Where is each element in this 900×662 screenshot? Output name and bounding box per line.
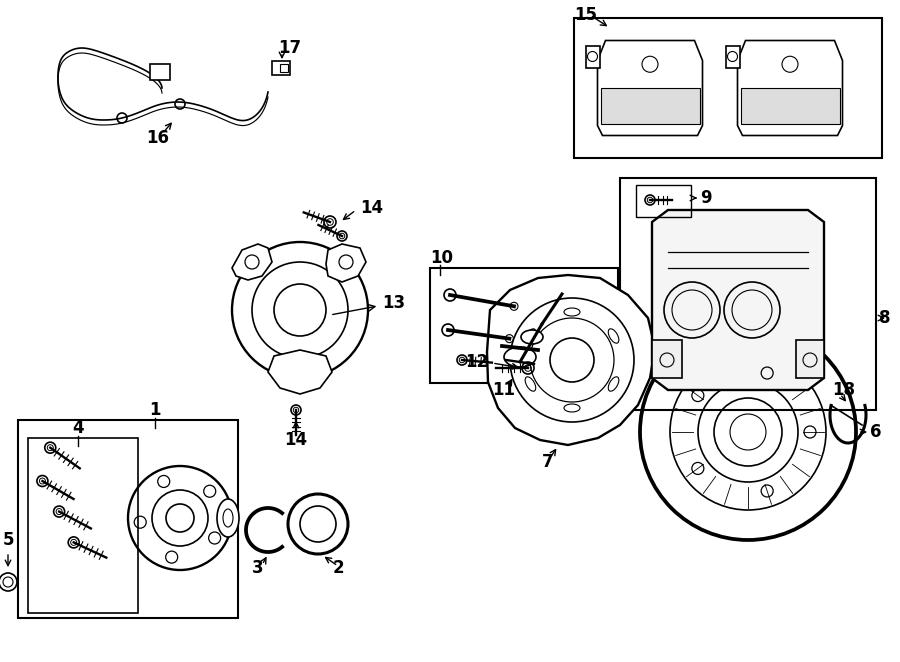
Text: 17: 17 — [278, 39, 302, 57]
Bar — [18, 420, 238, 618]
Text: 14: 14 — [284, 431, 308, 449]
Polygon shape — [741, 88, 840, 124]
Text: 6: 6 — [870, 423, 881, 441]
Polygon shape — [652, 210, 824, 390]
Polygon shape — [326, 244, 366, 282]
Ellipse shape — [608, 377, 619, 391]
Text: 12: 12 — [465, 353, 488, 371]
Bar — [280, 64, 288, 72]
Bar — [150, 64, 170, 80]
Polygon shape — [268, 350, 332, 394]
Ellipse shape — [525, 377, 535, 391]
Text: 13: 13 — [333, 294, 405, 314]
Bar — [28, 438, 138, 613]
Ellipse shape — [217, 499, 239, 537]
Bar — [796, 340, 824, 378]
Polygon shape — [600, 88, 699, 124]
Text: 10: 10 — [430, 249, 453, 267]
Bar — [636, 185, 691, 217]
Text: 5: 5 — [2, 531, 14, 549]
Bar — [574, 18, 882, 158]
Bar — [430, 268, 618, 383]
Text: 15: 15 — [574, 6, 597, 24]
Ellipse shape — [223, 509, 233, 527]
Text: 7: 7 — [542, 453, 554, 471]
Text: 3: 3 — [252, 559, 264, 577]
Text: 1: 1 — [149, 401, 161, 419]
Text: 9: 9 — [700, 189, 712, 207]
Text: 18: 18 — [832, 381, 855, 399]
Bar — [725, 46, 740, 68]
Polygon shape — [232, 244, 272, 280]
Text: 14: 14 — [360, 199, 383, 217]
Text: 16: 16 — [147, 129, 169, 147]
Polygon shape — [598, 40, 703, 136]
Bar — [620, 178, 876, 410]
Bar — [652, 340, 682, 378]
Ellipse shape — [504, 347, 536, 367]
Text: 8: 8 — [878, 309, 890, 327]
Bar — [586, 46, 599, 68]
Polygon shape — [487, 275, 655, 445]
Ellipse shape — [608, 329, 619, 343]
Text: 4: 4 — [72, 419, 84, 437]
Ellipse shape — [525, 329, 535, 343]
Ellipse shape — [521, 330, 543, 344]
Bar — [272, 61, 290, 75]
Polygon shape — [737, 40, 842, 136]
Ellipse shape — [564, 308, 580, 316]
Ellipse shape — [564, 404, 580, 412]
Text: 11: 11 — [492, 381, 516, 399]
Text: 2: 2 — [332, 559, 344, 577]
